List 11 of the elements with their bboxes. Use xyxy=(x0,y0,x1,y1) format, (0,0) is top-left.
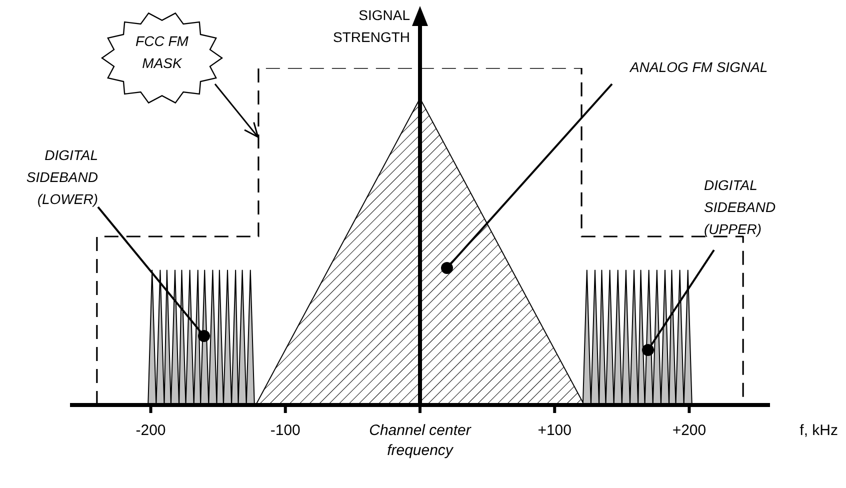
x-tick-label: Channel center frequency xyxy=(369,422,472,459)
annotation: DIGITAL SIDEBAND (LOWER) xyxy=(26,147,98,207)
annotation: DIGITAL SIDEBAND (UPPER) xyxy=(704,177,776,237)
x-tick-label: -100 xyxy=(270,422,300,439)
annotation: ANALOG FM SIGNAL xyxy=(629,59,768,75)
x-tick-label: +200 xyxy=(672,422,706,439)
x-tick-label: +100 xyxy=(538,422,572,439)
x-tick-label: -200 xyxy=(136,422,166,439)
y-axis-title: SIGNAL STRENGTH xyxy=(333,7,410,45)
annotation: FCC FM MASK xyxy=(136,33,189,71)
x-axis-title: f, kHz xyxy=(800,422,838,439)
